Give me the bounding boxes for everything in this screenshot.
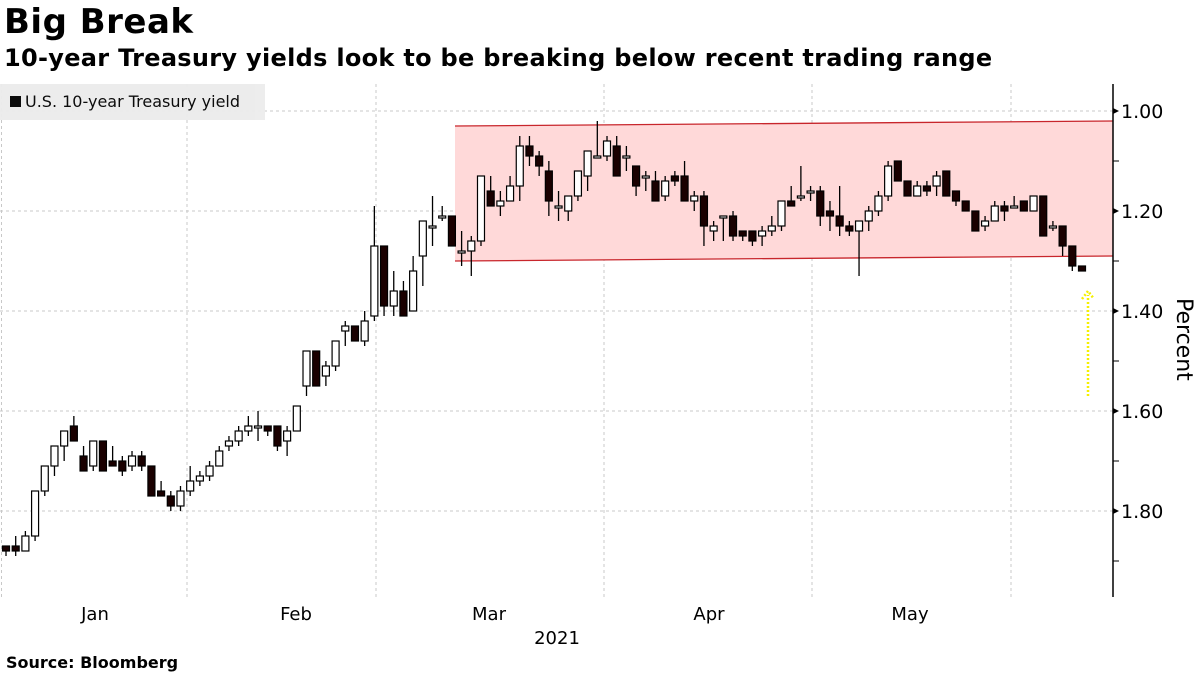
x-tick-label: Feb xyxy=(280,604,312,625)
x-axis: Jan Feb Mar Apr May 2021 xyxy=(80,604,929,649)
y-tick-label: 1.60 xyxy=(1121,401,1163,423)
x-tick-label: Apr xyxy=(693,604,725,625)
y-axis-label: Percent xyxy=(1171,298,1196,381)
y-tick-label: 1.80 xyxy=(1121,501,1163,523)
legend: U.S. 10-year Treasury yield xyxy=(0,84,265,120)
legend-swatch-icon xyxy=(10,96,21,107)
x-year-label: 2021 xyxy=(534,628,580,649)
x-tick-label: May xyxy=(891,604,929,625)
x-tick-label: Jan xyxy=(80,604,109,625)
x-tick-label: Mar xyxy=(472,604,507,625)
candles xyxy=(1,121,1087,556)
chart-title: Big Break xyxy=(4,2,194,42)
y-tick-label: 1.00 xyxy=(1121,101,1163,123)
y-tick-label: 1.40 xyxy=(1121,301,1163,323)
y-axis: 1.80 1.60 1.40 1.20 1.00 Percent xyxy=(1112,84,1196,597)
y-tick-label: 1.20 xyxy=(1121,201,1163,223)
legend-label: U.S. 10-year Treasury yield xyxy=(25,92,241,111)
source-note: Source: Bloomberg xyxy=(6,653,179,672)
chart-subtitle: 10-year Treasury yields look to be break… xyxy=(4,44,993,72)
arrow-up-icon xyxy=(1081,288,1095,396)
trading-range-band xyxy=(454,120,1114,262)
